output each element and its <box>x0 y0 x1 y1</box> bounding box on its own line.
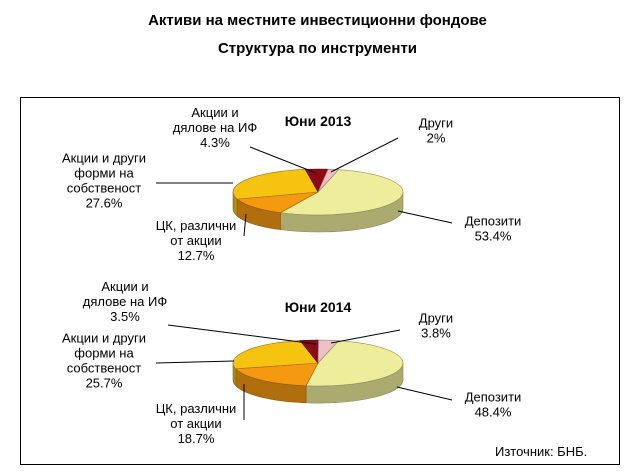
slice-label-line: собственост <box>67 181 142 196</box>
slice-label-line: Депозити <box>465 390 522 405</box>
slice-value-debt-securities: 12.7% <box>178 248 215 263</box>
slice-label-line: форми на <box>74 346 134 361</box>
slice-label-line: ЦК, различни <box>156 401 237 416</box>
slice-label-line: ЦК, различни <box>156 218 237 233</box>
pie-slice-deposits <box>279 169 404 216</box>
source-note: Източник: БНБ. <box>495 444 588 459</box>
slice-value-equity: 27.6% <box>86 196 123 211</box>
slice-label-line: Други <box>419 116 453 131</box>
slice-value-deposits: 53.4% <box>475 229 512 244</box>
slice-label-line: дялове на ИФ <box>83 294 168 309</box>
slice-label-line: Акции и други <box>62 151 146 166</box>
slice-label-equity: Акции и други форми на собственост 25.7% <box>62 331 146 391</box>
leader-line-equity <box>155 360 235 364</box>
slice-value-fund-units: 4.3% <box>200 135 230 150</box>
page-subtitle: Структура по инструменти <box>217 40 418 57</box>
pie-slice-debt-securities <box>236 191 319 213</box>
slice-label-line: Акции и <box>101 279 148 294</box>
slice-label-line: форми на <box>74 166 134 181</box>
slice-value-equity: 25.7% <box>86 376 123 391</box>
slice-label-fund-units: Акции и дялове на ИФ 3.5% <box>83 279 168 324</box>
slice-label-line: Други <box>419 311 453 326</box>
chart-title: Юни 2013 <box>285 113 352 129</box>
slice-label-debt-securities: ЦК, различни от акции 18.7% <box>156 401 237 446</box>
slice-label-line: собственост <box>67 361 142 376</box>
slice-label-deposits: Депозити 48.4% <box>465 390 522 420</box>
leader-line-other <box>330 137 399 173</box>
pie-slice-other <box>317 168 340 193</box>
leader-line-fund-units <box>167 324 317 345</box>
slice-label-line: дялове на ИФ <box>173 120 258 135</box>
leader-line-debt-securities <box>243 213 247 237</box>
slice-label-line: Депозити <box>465 214 522 229</box>
leader-line-deposits <box>397 210 453 224</box>
leader-line-other <box>330 329 401 344</box>
slice-label-line: Акции и други <box>62 331 146 346</box>
slice-value-deposits: 48.4% <box>475 405 512 420</box>
chart-panel <box>20 97 620 465</box>
pie-slice-debt-securities <box>235 362 319 387</box>
slice-label-other: Други 2% <box>419 116 453 146</box>
slice-label-line: от акции <box>170 233 221 248</box>
slice-label-line: Акции и <box>191 105 238 120</box>
slice-label-fund-units: Акции и дялове на ИФ 4.3% <box>173 105 258 150</box>
slice-label-other: Други 3.8% <box>419 311 453 341</box>
slice-label-debt-securities: ЦК, различни от акции 12.7% <box>156 218 237 263</box>
pie-chart-2: Юни 2014 Депозити 48.4% ЦК, различни от акци… <box>62 279 521 446</box>
slice-label-line: от акции <box>170 416 221 431</box>
page-title: Активи на местните инвестиционни фондове <box>148 12 487 29</box>
slice-value-other: 3.8% <box>421 326 451 341</box>
slice-value-fund-units: 3.5% <box>110 309 140 324</box>
pie-slice-equity <box>232 168 319 200</box>
pie-slice-deposits <box>305 340 404 387</box>
pie-chart-1: Юни 2013 Депозити 53.4% ЦК, различни от акци… <box>62 105 521 263</box>
slice-label-equity: Акции и други форми на собственост 27.6% <box>62 151 146 211</box>
chart-title: Юни 2014 <box>285 299 352 315</box>
slice-value-other: 2% <box>427 131 446 146</box>
pie-slice-equity <box>232 340 319 370</box>
leader-line-fund-units <box>249 146 317 174</box>
slice-value-debt-securities: 18.7% <box>178 431 215 446</box>
pie-slice-other <box>317 339 340 364</box>
leader-line-deposits <box>396 386 453 401</box>
slice-label-deposits: Депозити 53.4% <box>465 214 522 244</box>
